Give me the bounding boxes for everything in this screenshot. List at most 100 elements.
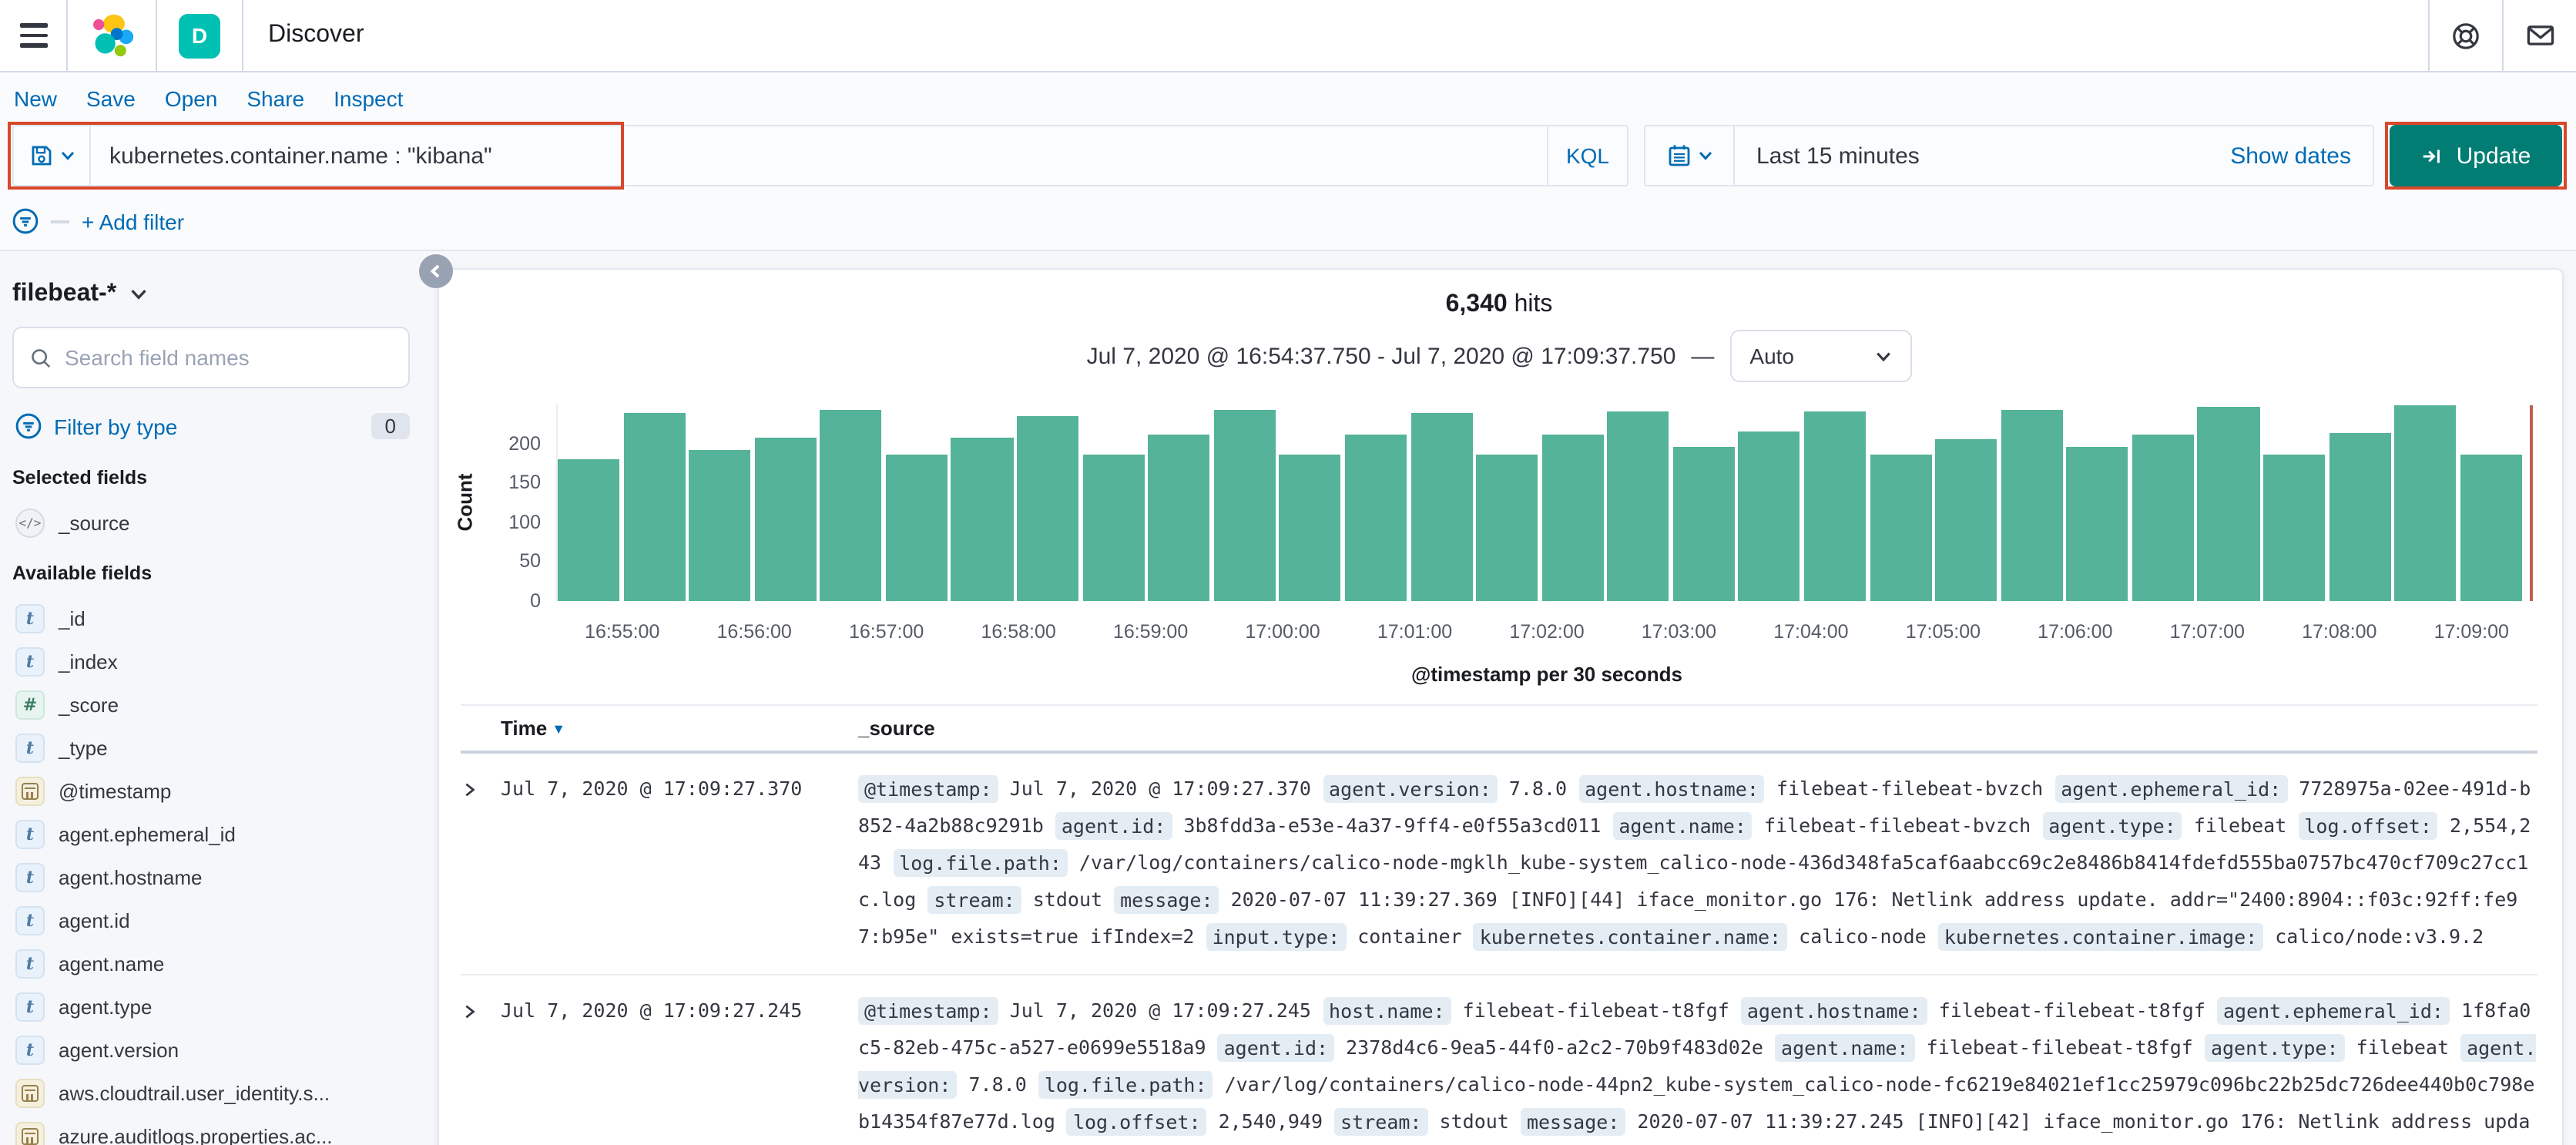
histogram-bar[interactable] [1476, 455, 1538, 601]
new-button[interactable]: New [14, 86, 58, 111]
histogram-bar[interactable] [2001, 410, 2063, 601]
field-name: agent.version [59, 1038, 179, 1061]
source-field-pill: log.file.path: [893, 848, 1068, 876]
filter-bar: + Add filter [0, 196, 2576, 251]
histogram-bar[interactable] [2329, 433, 2391, 601]
calendar-icon [1668, 145, 1689, 166]
histogram-bar[interactable] [1803, 411, 1867, 601]
field-item[interactable]: t agent.ephemeral_id [12, 812, 410, 855]
filter-divider [51, 220, 69, 223]
collapse-sidebar-button[interactable] [419, 254, 453, 288]
string-field-icon: t [15, 1035, 45, 1064]
histogram-bar[interactable] [1541, 435, 1604, 601]
kql-syntax-button[interactable]: KQL [1547, 126, 1627, 185]
histogram-bar[interactable] [754, 437, 817, 601]
histogram-bar[interactable] [820, 409, 882, 601]
string-field-icon: t [15, 862, 45, 891]
histogram-bars [556, 404, 2537, 601]
field-item[interactable]: t agent.hostname [12, 855, 410, 898]
histogram-bar[interactable] [623, 412, 686, 601]
newsfeed-button[interactable] [2502, 0, 2576, 71]
number-field-icon: # [15, 690, 45, 719]
histogram-bar[interactable] [1082, 455, 1145, 601]
x-axis-tick: 16:58:00 [981, 621, 1056, 643]
source-field-pill: agent.name: [1612, 811, 1753, 839]
histogram-bar[interactable] [689, 449, 751, 601]
histogram-bar[interactable] [1607, 411, 1669, 601]
hits-summary: 6,340 hits [461, 291, 2537, 319]
query-input[interactable]: kubernetes.container.name : "kibana" [109, 143, 492, 169]
lifebuoy-help-icon [2453, 22, 2479, 49]
source-field-pill: kubernetes.container.image: [1937, 922, 2264, 950]
quick-select-time-button[interactable] [1645, 126, 1735, 185]
filter-by-type-button[interactable]: Filter by type [54, 414, 178, 438]
update-button[interactable]: Update [2390, 125, 2562, 186]
menu-icon[interactable] [0, 0, 68, 71]
field-item[interactable]: azure.auditlogs.properties.ac... [12, 1114, 410, 1145]
time-range-display[interactable]: Last 15 minutes [1756, 143, 1920, 169]
expand-row-button[interactable] [461, 992, 501, 1145]
histogram-bar[interactable] [2263, 454, 2326, 601]
field-item[interactable]: t _id [12, 596, 410, 640]
source-column-header: _source [858, 717, 935, 740]
histogram-bar[interactable] [1738, 431, 1800, 601]
filter-icon[interactable] [12, 208, 39, 234]
expand-row-button[interactable] [461, 771, 501, 955]
histogram-bar[interactable] [885, 454, 948, 601]
field-item[interactable]: t agent.id [12, 898, 410, 942]
field-item[interactable]: # _score [12, 683, 410, 726]
field-name: _id [59, 606, 86, 630]
histogram-bar[interactable] [1017, 415, 1079, 601]
search-field-names-input[interactable] [65, 345, 393, 370]
histogram-bar[interactable] [2132, 435, 2194, 601]
field-item[interactable]: </> _source [12, 501, 410, 544]
histogram-bar[interactable] [558, 458, 620, 601]
saved-query-menu-button[interactable] [14, 126, 91, 185]
field-item[interactable]: t _type [12, 726, 410, 769]
date-field-icon [15, 1078, 45, 1107]
share-button[interactable]: Share [247, 86, 305, 111]
help-button[interactable] [2428, 0, 2502, 71]
interval-select[interactable]: Auto [1729, 330, 1912, 382]
filter-by-type-row: Filter by type 0 [12, 410, 410, 461]
histogram-bar[interactable] [1344, 434, 1407, 601]
discover-app-badge[interactable]: D [179, 13, 220, 58]
field-item[interactable]: t _index [12, 640, 410, 683]
histogram-bar[interactable] [1279, 455, 1341, 601]
inspect-button[interactable]: Inspect [334, 86, 404, 111]
histogram-bar[interactable] [2066, 446, 2128, 601]
show-dates-button[interactable]: Show dates [2230, 143, 2351, 169]
field-item[interactable]: t agent.name [12, 942, 410, 985]
histogram-bar[interactable] [1870, 455, 1932, 601]
open-button[interactable]: Open [164, 86, 218, 111]
time-column-header[interactable]: Time ▼ [501, 717, 858, 740]
elastic-logo[interactable] [68, 0, 157, 71]
string-field-icon: t [15, 819, 45, 848]
histogram-bar[interactable] [1935, 439, 1997, 601]
refresh-play-icon [2423, 149, 2440, 163]
chart-time-range: Jul 7, 2020 @ 16:54:37.750 - Jul 7, 2020… [1086, 343, 1676, 369]
expand-column-header [461, 717, 501, 740]
add-filter-button[interactable]: + Add filter [82, 209, 185, 233]
field-item[interactable]: @timestamp [12, 769, 410, 812]
histogram-bar[interactable] [2460, 455, 2522, 601]
field-name: agent.id [59, 908, 130, 932]
chevron-down-icon [130, 290, 146, 300]
histogram-bar[interactable] [2197, 406, 2260, 601]
x-axis-tick: 16:56:00 [716, 621, 792, 643]
field-item[interactable]: aws.cloudtrail.user_identity.s... [12, 1071, 410, 1114]
histogram-bar[interactable] [1672, 446, 1735, 601]
histogram-bar[interactable] [2394, 405, 2457, 601]
histogram-bar[interactable] [1213, 409, 1276, 601]
histogram-bar[interactable] [1148, 435, 1210, 601]
field-item[interactable]: t agent.version [12, 1028, 410, 1071]
field-name: _source [59, 511, 130, 534]
histogram-bar[interactable] [1410, 412, 1473, 601]
field-item[interactable]: t agent.type [12, 985, 410, 1028]
plot-area: 16:55:00 16:56:00 16:57:00 16:58:00 16:59:00… [556, 404, 2537, 686]
save-button[interactable]: Save [86, 86, 136, 111]
string-field-icon: t [15, 992, 45, 1021]
index-pattern-switcher[interactable]: filebeat-* [12, 277, 410, 327]
histogram-bar[interactable] [951, 437, 1014, 601]
source-field-pill: log.offset: [1066, 1107, 1207, 1135]
